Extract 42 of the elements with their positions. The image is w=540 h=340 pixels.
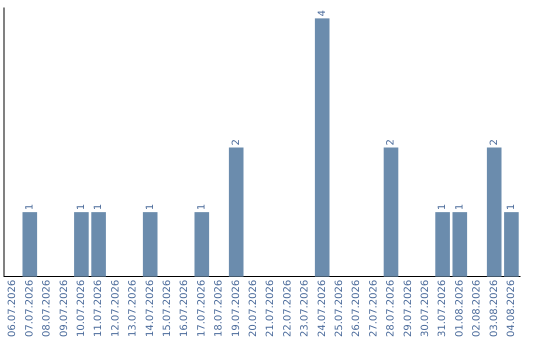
x-tick-label: 21.07.2026: [265, 280, 276, 338]
x-tick-label: 11.07.2026: [93, 280, 104, 338]
x-tick-label: 23.07.2026: [300, 280, 311, 338]
x-tick-label: 12.07.2026: [110, 280, 122, 338]
x-tick-label: 26.07.2026: [351, 280, 362, 338]
x-tick-label: 07.07.2026: [24, 280, 36, 338]
data-label: 2: [488, 139, 500, 146]
x-tick-label: 15.07.2026: [162, 280, 173, 338]
data-label: 4: [316, 10, 328, 16]
x-tick-label: 20.07.2026: [248, 280, 259, 338]
x-tick-label: 06.07.2026: [7, 280, 18, 338]
x-tick-label: 24.07.2026: [316, 280, 328, 338]
data-label: 1: [196, 204, 208, 210]
x-tick-label: 25.07.2026: [334, 280, 345, 338]
data-label: 2: [386, 139, 397, 146]
data-label: 1: [24, 204, 36, 210]
x-tick-label: 17.07.2026: [196, 280, 208, 338]
x-tick-label: 10.07.2026: [76, 280, 87, 338]
data-label: 1: [506, 204, 517, 210]
x-tick-label: 27.07.2026: [368, 280, 380, 338]
x-tick-label: 18.07.2026: [214, 280, 225, 338]
x-tick-label: 13.07.2026: [128, 280, 139, 338]
x-tick-label: 04.08.2026: [506, 280, 517, 338]
x-tick-label: 22.07.2026: [282, 280, 294, 338]
x-tick-label: 08.07.2026: [42, 280, 53, 338]
x-tick-label: 01.08.2026: [454, 280, 466, 338]
data-label: 1: [144, 204, 156, 210]
x-tick-label: 19.07.2026: [230, 280, 242, 338]
x-tick-label: 30.07.2026: [420, 280, 431, 338]
data-label: 2: [230, 139, 242, 146]
data-label: 1: [454, 204, 466, 210]
x-tick-label: 28.07.2026: [386, 280, 397, 338]
x-tick-label: 03.08.2026: [488, 280, 500, 338]
x-tick-label: 14.07.2026: [144, 280, 156, 338]
x-tick-label: 09.07.2026: [58, 280, 70, 338]
data-label: 1: [93, 204, 104, 210]
data-label: 1: [437, 204, 448, 210]
x-tick-label: 29.07.2026: [402, 280, 414, 338]
x-tick-label: 02.08.2026: [472, 280, 483, 338]
x-tick-label: 16.07.2026: [179, 280, 190, 338]
x-tick-label: 31.07.2026: [437, 280, 448, 338]
data-label: 1: [76, 204, 87, 210]
